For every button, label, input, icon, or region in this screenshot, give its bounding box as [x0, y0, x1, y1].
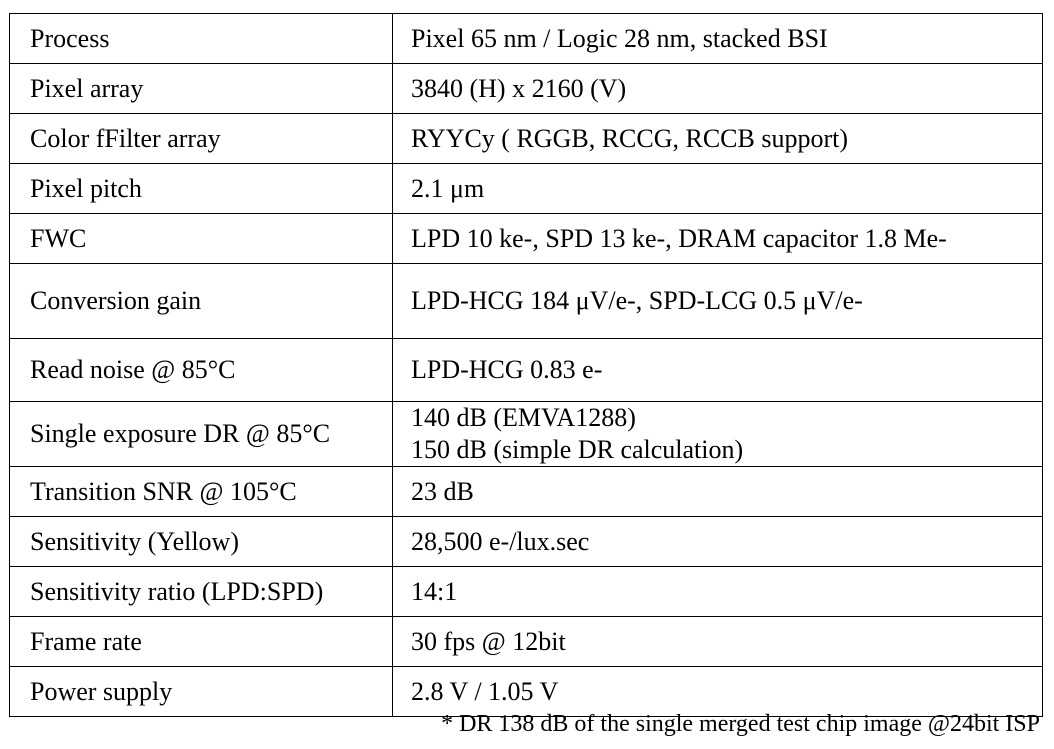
row-value-line: 140 dB (EMVA1288) [411, 403, 636, 432]
row-value-line: 150 dB (simple DR calculation) [411, 435, 744, 464]
table-row-fwc: FWC LPD 10 ke-, SPD 13 ke-, DRAM capacit… [9, 213, 1043, 264]
table-row-color-filter-array: Color fFilter array RYYCy ( RGGB, RCCG, … [9, 113, 1043, 164]
row-label: Power supply [9, 666, 393, 717]
row-value: Pixel 65 nm / Logic 28 nm, stacked BSI [392, 13, 1043, 64]
row-label: Conversion gain [9, 263, 393, 339]
table-row-single-exposure-dr: Single exposure DR @ 85°C 140 dB (EMVA12… [9, 401, 1043, 467]
row-value: 3840 (H) x 2160 (V) [392, 63, 1043, 114]
row-label: Color fFilter array [9, 113, 393, 164]
row-value: LPD-HCG 0.83 e- [392, 338, 1043, 402]
row-label: Sensitivity (Yellow) [9, 516, 393, 567]
row-label: Process [9, 13, 393, 64]
table-row-sensitivity-ratio: Sensitivity ratio (LPD:SPD) 14:1 [9, 566, 1043, 617]
spec-table: Process Pixel 65 nm / Logic 28 nm, stack… [9, 13, 1043, 717]
row-value: LPD 10 ke-, SPD 13 ke-, DRAM capacitor 1… [392, 213, 1043, 264]
row-value: 2.8 V / 1.05 V [392, 666, 1043, 717]
row-value: RYYCy ( RGGB, RCCG, RCCB support) [392, 113, 1043, 164]
row-label: Frame rate [9, 616, 393, 667]
row-value: 23 dB [392, 466, 1043, 517]
table-row-pixel-array: Pixel array 3840 (H) x 2160 (V) [9, 63, 1043, 114]
table-row-conversion-gain: Conversion gain LPD-HCG 184 μV/e-, SPD-L… [9, 263, 1043, 339]
row-value: 2.1 μm [392, 163, 1043, 214]
row-value: 140 dB (EMVA1288) 150 dB (simple DR calc… [392, 401, 1043, 467]
row-label: Pixel pitch [9, 163, 393, 214]
row-label: Pixel array [9, 63, 393, 114]
table-row-transition-snr: Transition SNR @ 105°C 23 dB [9, 466, 1043, 517]
row-label: Read noise @ 85°C [9, 338, 393, 402]
footnote: * DR 138 dB of the single merged test ch… [441, 711, 1040, 737]
row-label: Transition SNR @ 105°C [9, 466, 393, 517]
table-row-frame-rate: Frame rate 30 fps @ 12bit [9, 616, 1043, 667]
row-label: Single exposure DR @ 85°C [9, 401, 393, 467]
row-value: 28,500 e-/lux.sec [392, 516, 1043, 567]
row-value: 14:1 [392, 566, 1043, 617]
table-row-read-noise: Read noise @ 85°C LPD-HCG 0.83 e- [9, 338, 1043, 402]
row-label: Sensitivity ratio (LPD:SPD) [9, 566, 393, 617]
table-row-power-supply: Power supply 2.8 V / 1.05 V [9, 666, 1043, 717]
table-row-process: Process Pixel 65 nm / Logic 28 nm, stack… [9, 13, 1043, 64]
row-label: FWC [9, 213, 393, 264]
table-row-sensitivity: Sensitivity (Yellow) 28,500 e-/lux.sec [9, 516, 1043, 567]
row-value: 30 fps @ 12bit [392, 616, 1043, 667]
row-value: LPD-HCG 184 μV/e-, SPD-LCG 0.5 μV/e- [392, 263, 1043, 339]
table-row-pixel-pitch: Pixel pitch 2.1 μm [9, 163, 1043, 214]
